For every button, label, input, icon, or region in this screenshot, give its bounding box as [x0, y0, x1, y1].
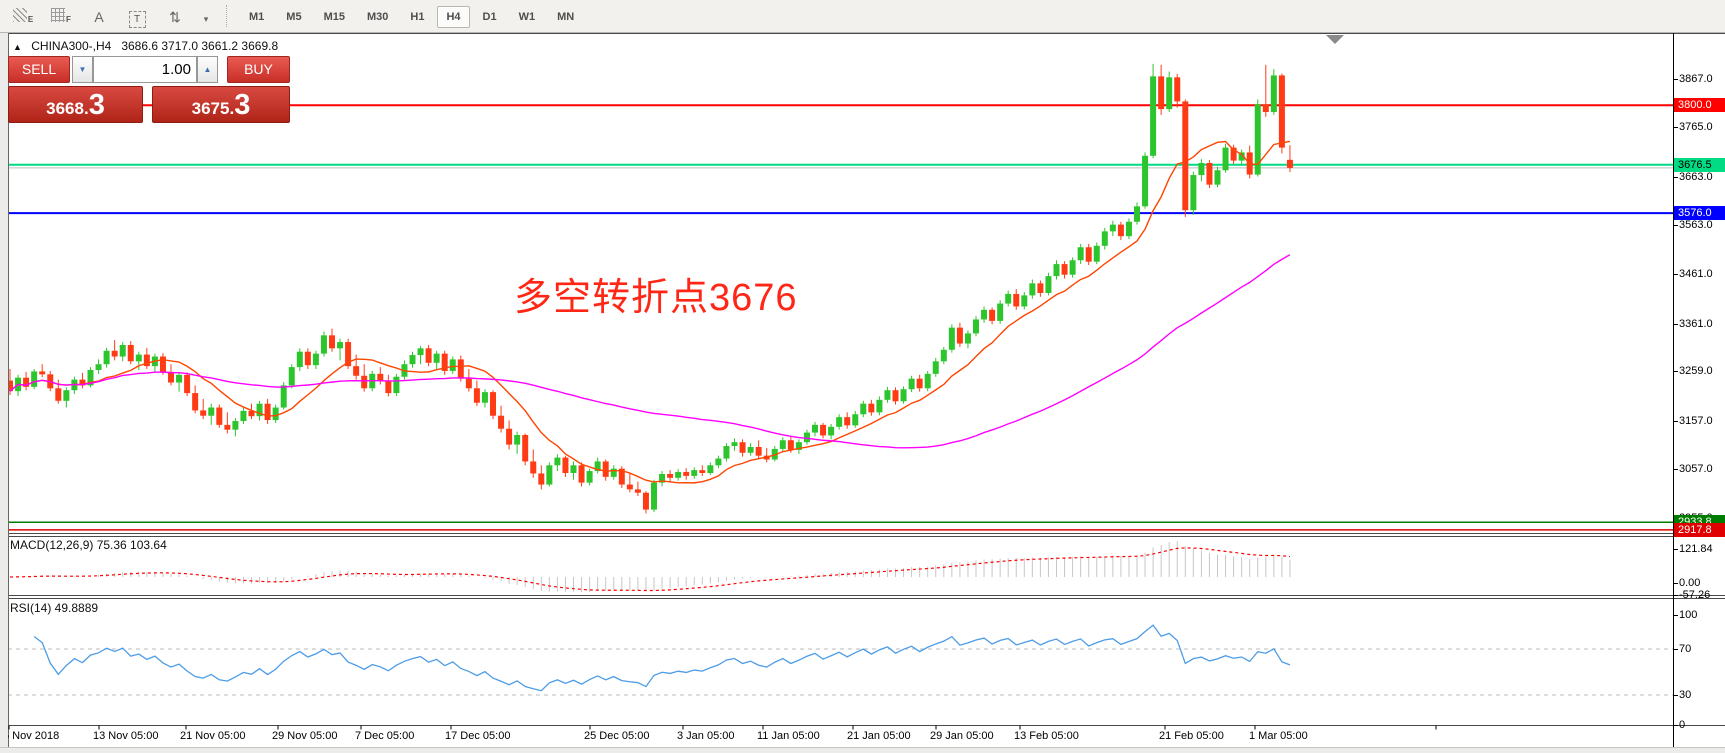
volume-down-button[interactable]: ▼ — [72, 56, 93, 83]
time-axis-label: 5 Nov 2018 — [3, 730, 60, 742]
macd-pane-label: MACD(12,26,9) 75.36 103.64 — [10, 538, 167, 552]
price-axis-label: 3057.0 — [1679, 463, 1713, 475]
price-axis-label: 3259.0 — [1679, 365, 1713, 377]
timeframe-button-m1[interactable]: M1 — [249, 11, 265, 23]
timeframe-button-m15[interactable]: M15 — [323, 11, 345, 23]
time-axis-label: 13 Nov 05:00 — [93, 730, 159, 742]
price-line-tag: 2917.8 — [1674, 522, 1725, 537]
price-axis-label: 3765.0 — [1679, 121, 1713, 133]
timeframe-button-w1[interactable]: W1 — [518, 11, 536, 23]
toolbar-icons: E F A T ⇅ ▾ — [0, 2, 212, 30]
buy-price-main: 3675 — [191, 99, 230, 118]
rsi-pane-label: RSI(14) 49.8889 — [10, 601, 99, 615]
time-axis-label: 29 Jan 05:00 — [930, 730, 994, 742]
time-axis-label: 3 Jan 05:00 — [677, 730, 735, 742]
volume-up-button[interactable]: ▲ — [197, 56, 218, 83]
text-box-icon[interactable]: T — [122, 7, 152, 29]
window-left-edge — [0, 32, 8, 753]
time-axis-label: 11 Jan 05:00 — [757, 730, 820, 742]
time-axis-label: 21 Nov 05:00 — [180, 730, 246, 742]
arrange-arrows-icon[interactable]: ⇅ — [169, 9, 181, 25]
window-bottom-edge — [0, 747, 1725, 753]
price-axis-label: 3663.0 — [1679, 171, 1713, 183]
sell-button[interactable]: SELL — [8, 56, 70, 83]
price-axis-label: 3157.0 — [1679, 415, 1713, 427]
price-axis-label: 3867.0 — [1679, 73, 1713, 85]
time-axis-label: 21 Feb 05:00 — [1159, 730, 1224, 742]
time-axis-label: 7 Dec 05:00 — [355, 730, 415, 742]
chart-text-annotation[interactable]: 多空转折点3676 — [514, 277, 798, 319]
time-axis-label: 21 Jan 05:00 — [847, 730, 911, 742]
indicators-crayon-icon[interactable]: E — [8, 2, 38, 24]
chart-title: ▲ CHINA300-,H4 3686.6 3717.0 3661.2 3669… — [13, 39, 278, 53]
top-toolbar: E F A T ⇅ ▾ M1 M5 M15 M30 H1 H4 D1 W1 MN — [0, 0, 1725, 33]
time-axis-label: 25 Dec 05:00 — [584, 730, 650, 742]
sell-price-dot: . — [83, 99, 89, 118]
sell-price-main: 3668 — [46, 99, 84, 118]
timeframe-button-mn[interactable]: MN — [557, 11, 575, 23]
rsi-axis-label: 30 — [1679, 689, 1692, 701]
volume-input[interactable] — [93, 56, 197, 83]
buy-button[interactable]: BUY — [227, 56, 290, 83]
collapse-arrow-icon[interactable]: ▲ — [13, 42, 22, 52]
dropdown-caret-icon[interactable]: ▾ — [203, 14, 209, 24]
ohlc-values: 3686.6 3717.0 3661.2 3669.8 — [121, 39, 279, 53]
time-axis-label: 29 Nov 05:00 — [272, 730, 338, 742]
timeframe-button-m30[interactable]: M30 — [366, 11, 389, 23]
price-axis-label: 3361.0 — [1679, 318, 1713, 330]
timeframe-button-h4[interactable]: H4 — [437, 6, 470, 28]
one-click-trading-panel: SELL ▼ ▲ BUY 3668.3 3675.3 — [8, 56, 292, 123]
symbol-period-label: CHINA300-,H4 — [31, 39, 112, 53]
toolbar-separator — [226, 5, 228, 27]
time-axis-label: 1 Mar 05:00 — [1249, 730, 1308, 742]
macd-axis-label: 0.00 — [1679, 577, 1701, 589]
object-fill-icon[interactable]: F — [46, 2, 76, 24]
macd-axis-label: 121.84 — [1679, 543, 1713, 555]
macd-axis-label: -57.26 — [1679, 589, 1711, 601]
price-line-tag: 3800.0 — [1674, 98, 1725, 113]
timeframe-button-m5[interactable]: M5 — [286, 11, 302, 23]
text-label-icon[interactable]: A — [94, 9, 104, 25]
price-line-tag: 3576.0 — [1674, 206, 1725, 221]
time-axis-label: 13 Feb 05:00 — [1014, 730, 1079, 742]
timeframe-button-d1[interactable]: D1 — [482, 11, 497, 23]
time-axis-label: 17 Dec 05:00 — [445, 730, 511, 742]
buy-price-panel[interactable]: 3675. 3 — [152, 86, 290, 123]
price-axis-label: 3563.0 — [1679, 219, 1713, 231]
buy-price-dot: . — [229, 99, 235, 118]
rsi-axis-label: 70 — [1679, 643, 1692, 655]
timeframe-group: M1 M5 M15 M30 H1 H4 D1 W1 MN — [238, 6, 585, 28]
price-line-tag: 3676.5 — [1674, 157, 1725, 172]
sell-price-big-digit: 3 — [88, 89, 105, 121]
price-axis-label: 3461.0 — [1679, 268, 1713, 280]
rsi-axis-label: 0 — [1679, 719, 1686, 731]
sell-price-panel[interactable]: 3668. 3 — [8, 86, 143, 123]
rsi-axis-label: 100 — [1679, 609, 1698, 621]
timeframe-button-h1[interactable]: H1 — [410, 11, 425, 23]
buy-price-big-digit: 3 — [234, 89, 251, 121]
